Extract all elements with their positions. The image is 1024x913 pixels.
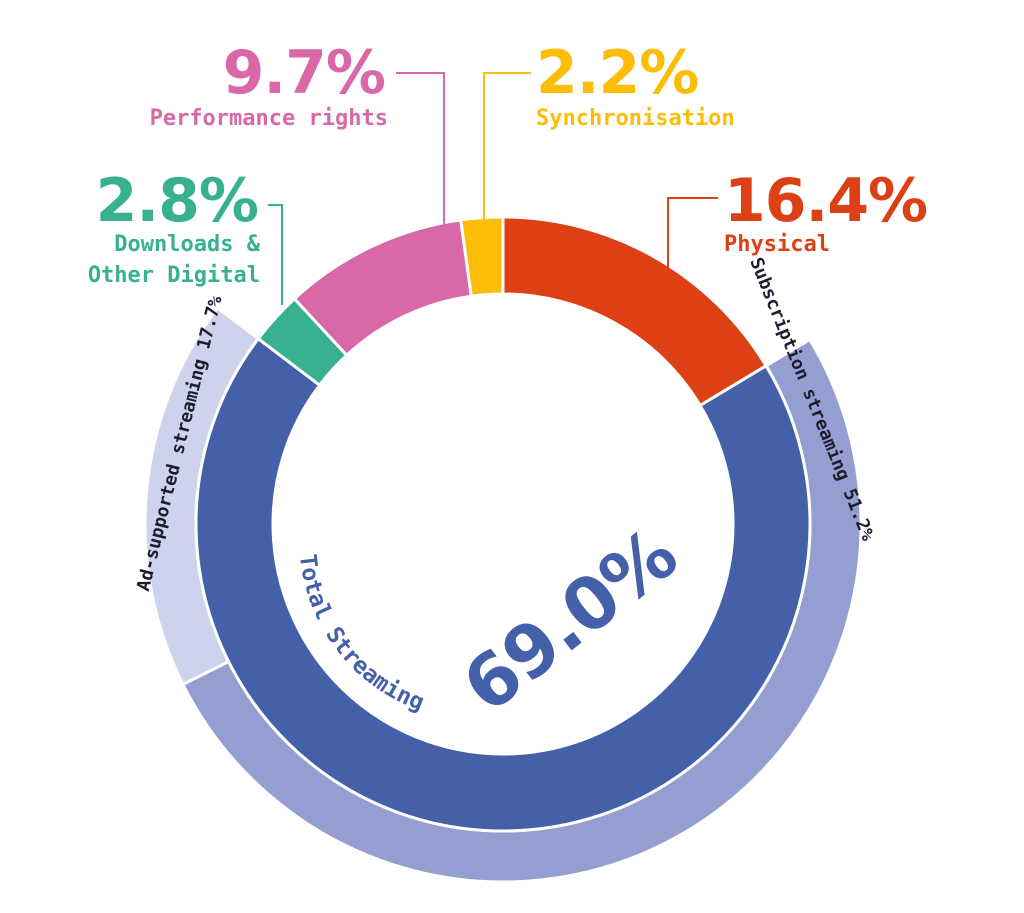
leader-line-downloads-other-digital	[268, 204, 283, 305]
performance-rights-value: 9.7%	[223, 38, 385, 108]
physical-label: Physical	[724, 232, 830, 257]
leader-line-synchronisation	[483, 72, 531, 220]
slice-total-streaming	[194, 336, 812, 833]
downloads-value: 2.8%	[96, 166, 258, 236]
synchronisation-label: Synchronisation	[536, 106, 735, 131]
leader-line-performance-rights	[396, 72, 445, 230]
synchronisation-value: 2.2%	[536, 38, 698, 108]
leader-line-physical	[667, 197, 718, 268]
downloads-label-line1: Downloads &	[114, 232, 260, 257]
downloads-label-line2: Other Digital	[88, 263, 260, 288]
slice-synchronisation	[459, 215, 505, 298]
physical-value: 16.4%	[724, 166, 927, 236]
performance-rights-label: Performance rights	[150, 106, 388, 131]
